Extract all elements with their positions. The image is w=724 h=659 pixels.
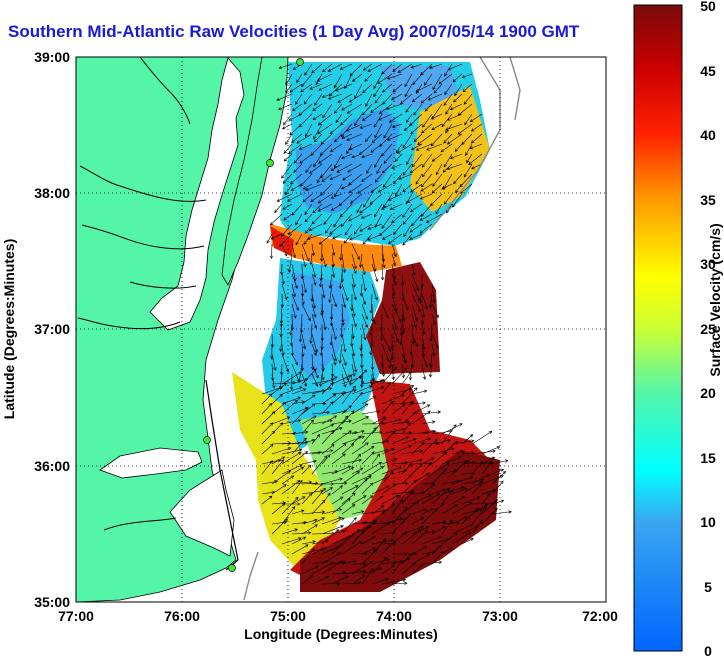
plot-frame xyxy=(75,56,607,603)
colorbar-tick-label: 0 xyxy=(704,643,712,659)
colorbar: 50 45 40 35 30 25 20 15 10 5 0 Surface V… xyxy=(633,0,723,659)
colorbar-tick-label: 20 xyxy=(700,385,716,401)
rappahannock-river xyxy=(81,224,205,250)
colorbar-tick-label: 10 xyxy=(700,514,716,530)
colorbar-tick-label: 50 xyxy=(700,0,716,14)
colorbar-tick-label: 30 xyxy=(700,256,716,272)
y-axis: 39:00 38:00 37:00 36:00 35:00 Latitude (… xyxy=(1,49,70,610)
colorbar-tick-label: 45 xyxy=(700,63,716,79)
albemarle-sound xyxy=(99,447,203,479)
x-tick-label: 75:00 xyxy=(270,608,306,624)
x-tick-label: 76:00 xyxy=(164,608,200,624)
x-axis-label: Longitude (Degrees:Minutes) xyxy=(244,626,438,642)
x-axis: 77:00 76:00 75:00 74:00 73:00 72:00 Long… xyxy=(58,608,618,642)
velocity-arrows xyxy=(261,63,512,586)
y-tick-label: 37:00 xyxy=(34,321,70,337)
colorbar-tick-label: 35 xyxy=(700,192,716,208)
york-river xyxy=(129,281,197,289)
land-delmarva xyxy=(221,57,289,286)
delaware-bay-shore xyxy=(139,57,191,125)
colorbar-tick-label: 40 xyxy=(700,127,716,143)
map-area xyxy=(76,57,606,602)
y-tick-label: 38:00 xyxy=(34,185,70,201)
coverage-blue-northeast xyxy=(380,66,458,110)
radar-sites xyxy=(203,58,304,572)
y-tick-label: 35:00 xyxy=(34,594,70,610)
map-title: Southern Mid-Atlantic Raw Velocities (1 … xyxy=(8,22,580,41)
chesapeake-bay xyxy=(149,57,245,331)
outer-banks xyxy=(205,379,239,571)
x-tick-label: 73:00 xyxy=(482,608,518,624)
grid-lines xyxy=(76,57,606,602)
radar-site-marker xyxy=(266,159,274,167)
x-tick-label: 72:00 xyxy=(582,608,618,624)
coverage-yellow-southwest xyxy=(232,372,340,566)
radar-site-marker xyxy=(228,564,236,572)
y-axis-label: Latitude (Degrees:Minutes) xyxy=(1,239,17,419)
isobath-line-2 xyxy=(509,57,521,121)
y-tick-label: 36:00 xyxy=(34,458,70,474)
potomac-river xyxy=(79,165,207,202)
isobath-line-3 xyxy=(243,551,259,601)
x-tick-label: 74:00 xyxy=(376,608,412,624)
coverage-green-central-south xyxy=(300,410,396,520)
coverage-orange-bay-mouth xyxy=(270,224,402,272)
coverage-blue-central xyxy=(290,272,350,380)
radar-site-marker xyxy=(296,58,304,66)
colorbar-tick-label: 15 xyxy=(700,450,716,466)
y-tick-label: 39:00 xyxy=(34,49,70,65)
x-tick-label: 77:00 xyxy=(58,608,94,624)
velocity-vector-field xyxy=(261,63,512,586)
colorbar-label: Surface Velocity (cm/s) xyxy=(707,223,723,376)
pamlico-river xyxy=(103,517,177,531)
james-river xyxy=(77,317,181,330)
colorbar-tick-label: 25 xyxy=(700,321,716,337)
coverage-blue-north xyxy=(296,108,400,214)
coverage-darkred-south xyxy=(300,450,500,592)
pamlico-sound xyxy=(169,469,235,557)
colorbar-tick-label: 5 xyxy=(704,579,712,595)
colorbar-gradient xyxy=(633,4,683,652)
coverage-red-bay-mouth xyxy=(270,226,294,256)
radar-site-marker xyxy=(203,436,211,444)
